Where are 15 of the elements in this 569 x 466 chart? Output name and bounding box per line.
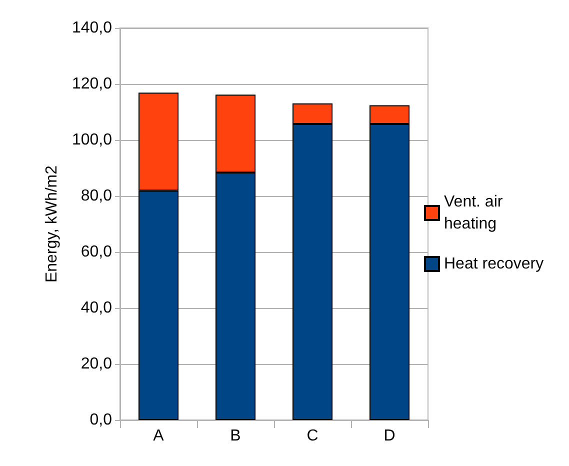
x-tick-label: C bbox=[306, 428, 318, 444]
y-tick-label: 140,0 bbox=[72, 20, 112, 36]
y-tick-label: 60,0 bbox=[80, 244, 112, 260]
y-axis-title: Energy, kWh/m2 bbox=[44, 165, 60, 283]
y-tick-label: 100,0 bbox=[72, 132, 112, 148]
y-tick-label: 20,0 bbox=[80, 356, 112, 372]
x-tick-label: A bbox=[153, 428, 164, 444]
legend-label: Vent. air heating bbox=[444, 194, 508, 232]
y-tick-label: 120,0 bbox=[72, 76, 112, 92]
x-tick-label: D bbox=[384, 428, 396, 444]
y-tick-label: 80,0 bbox=[80, 188, 112, 204]
x-tick-label: B bbox=[230, 428, 241, 444]
legend-label: Heat recovery bbox=[444, 256, 544, 272]
y-tick-label: 0,0 bbox=[90, 412, 112, 428]
y-tick-label: 40,0 bbox=[80, 300, 112, 316]
